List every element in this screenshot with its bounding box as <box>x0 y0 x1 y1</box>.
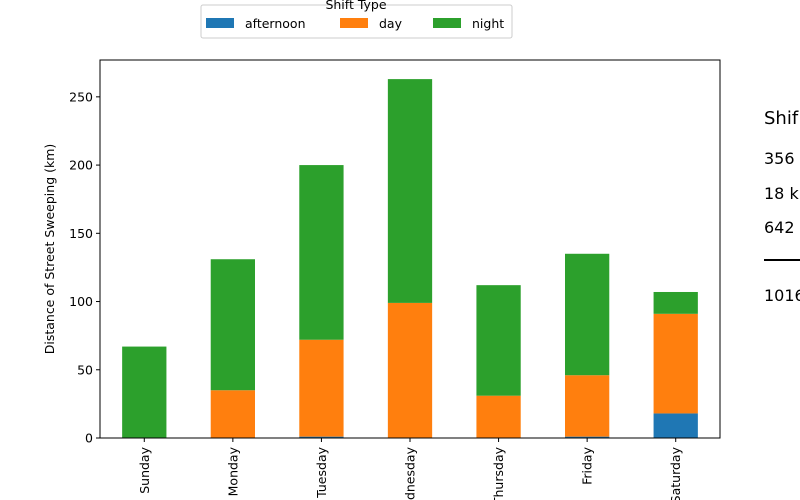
legend-label-night: night <box>472 16 504 31</box>
bar-day-saturday <box>653 313 698 414</box>
bar-night-sunday <box>122 346 167 438</box>
bar-day-monday <box>210 390 255 438</box>
x-tick-label: Sunday <box>137 446 152 493</box>
bar-afternoon-saturday <box>653 413 698 438</box>
y-tick-label: 100 <box>69 294 93 309</box>
legend-swatch-night <box>433 18 461 28</box>
legend-label-day: day <box>379 16 403 31</box>
side-panel-line-3: 642 <box>764 218 795 237</box>
bar-night-tuesday <box>299 165 344 340</box>
legend-items: afternoon day night <box>206 16 504 31</box>
x-tick-label: Tuesday <box>314 446 329 498</box>
bar-day-tuesday <box>299 339 344 437</box>
y-tick-label: 0 <box>85 431 93 446</box>
legend-swatch-day <box>340 18 368 28</box>
y-tick-label: 200 <box>69 158 93 173</box>
bars <box>122 79 698 438</box>
legend-label-afternoon: afternoon <box>245 16 306 31</box>
legend: Shift Type afternoon day night <box>200 0 513 39</box>
x-tick-label: Friday <box>580 446 595 484</box>
y-axis-label: Distance of Street Sweeping (km) <box>42 144 57 355</box>
side-panel-line-1: 356 <box>764 149 795 168</box>
y-tick-label: 50 <box>77 362 93 377</box>
x-tick-label: Wednesday <box>403 446 418 500</box>
y-tick-label: 150 <box>69 226 93 241</box>
side-panel-total: 1016 <box>764 286 800 305</box>
x-tick-label: Monday <box>225 446 240 496</box>
bar-day-thursday <box>476 395 521 438</box>
bar-day-friday <box>565 375 610 437</box>
x-tick-label: Saturday <box>668 446 683 500</box>
y-axis: 0 50 100 150 200 250 <box>69 89 100 446</box>
bar-night-monday <box>210 259 255 391</box>
bar-afternoon-tuesday <box>299 436 344 438</box>
bar-night-saturday <box>653 291 698 314</box>
bar-night-wednesday <box>387 79 433 303</box>
side-panel-line-2: 18 k <box>764 184 799 203</box>
x-tick-label: Thursday <box>491 446 506 500</box>
bar-day-wednesday <box>387 302 433 438</box>
y-tick-label: 250 <box>69 89 93 104</box>
legend-swatch-afternoon <box>206 18 234 28</box>
side-panel-title: Shif <box>764 108 799 129</box>
bar-night-thursday <box>476 285 521 396</box>
legend-title: Shift Type <box>325 0 386 12</box>
side-panel: Shif 356 18 k 642 1016 <box>764 108 800 305</box>
bar-night-friday <box>565 253 610 376</box>
bar-afternoon-friday <box>565 436 610 438</box>
x-axis: Sunday Monday Tuesday Wednesday Thursday Frid… <box>137 438 683 500</box>
